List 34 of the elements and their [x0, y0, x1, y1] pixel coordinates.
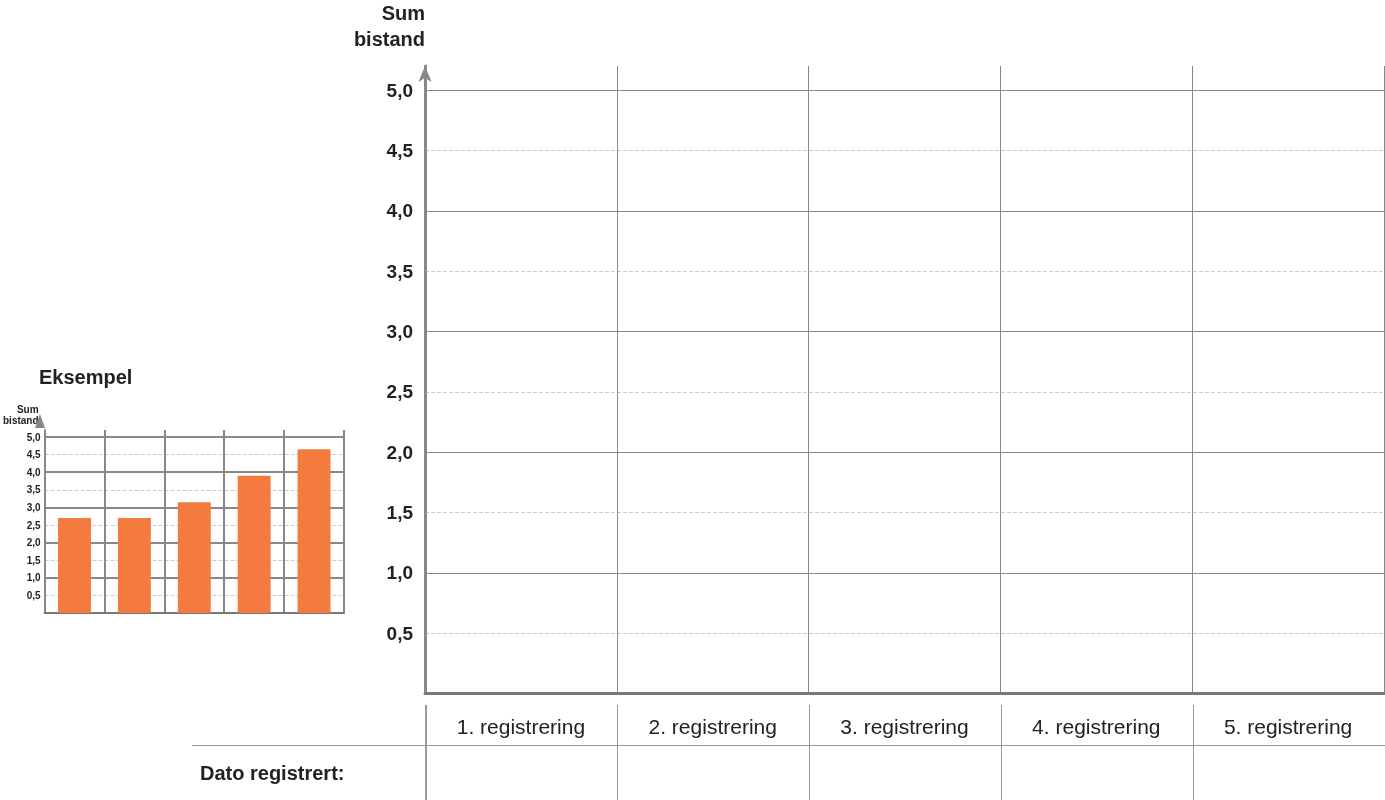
y-tick-label: 3,0	[26, 501, 41, 513]
bar	[117, 517, 151, 613]
bar	[237, 475, 271, 613]
y-tick-label: 2,0	[386, 441, 413, 463]
bar	[297, 449, 331, 613]
x-tick-label: 5. registrering	[1223, 714, 1353, 738]
y-tick-label: 1,0	[386, 562, 413, 584]
y-axis-title: Sum bistand	[2, 404, 39, 426]
y-tick-label: 3,0	[386, 320, 413, 342]
y-tick-label: 2,5	[386, 381, 414, 403]
x-tick-label: 3. registrering	[840, 714, 969, 738]
bar	[58, 517, 91, 613]
text: Dato registrert:	[200, 762, 345, 785]
y-tick-label: 4,5	[386, 139, 414, 161]
y-tick-label: 3,5	[26, 484, 41, 496]
y-tick-label: 3,5	[386, 260, 414, 282]
y-tick-label: 5,0	[386, 79, 413, 101]
y-axis-title: Sum bistand	[353, 2, 425, 50]
x-tick-label: 1. registrering	[456, 714, 586, 738]
y-tick-label: 1,0	[26, 572, 41, 584]
x-tick-label: 2. registrering	[648, 714, 777, 738]
y-tick-label: 0,5	[386, 622, 414, 644]
bar	[177, 502, 211, 613]
chart-title: Eksempel	[39, 366, 133, 388]
y-tick-label: 2,5	[26, 519, 41, 531]
y-tick-label: 4,5	[26, 449, 41, 461]
y-tick-label: 5,0	[26, 431, 41, 443]
y-tick-label: 4,0	[386, 200, 413, 222]
y-tick-label: 0,5	[26, 589, 41, 601]
y-tick-label: 4,0	[26, 466, 41, 478]
x-tick-label: 4. registrering	[1032, 714, 1161, 738]
y-tick-label: 1,5	[386, 501, 414, 523]
y-tick-label: 2,0	[26, 537, 41, 549]
y-tick-label: 1,5	[26, 554, 41, 566]
